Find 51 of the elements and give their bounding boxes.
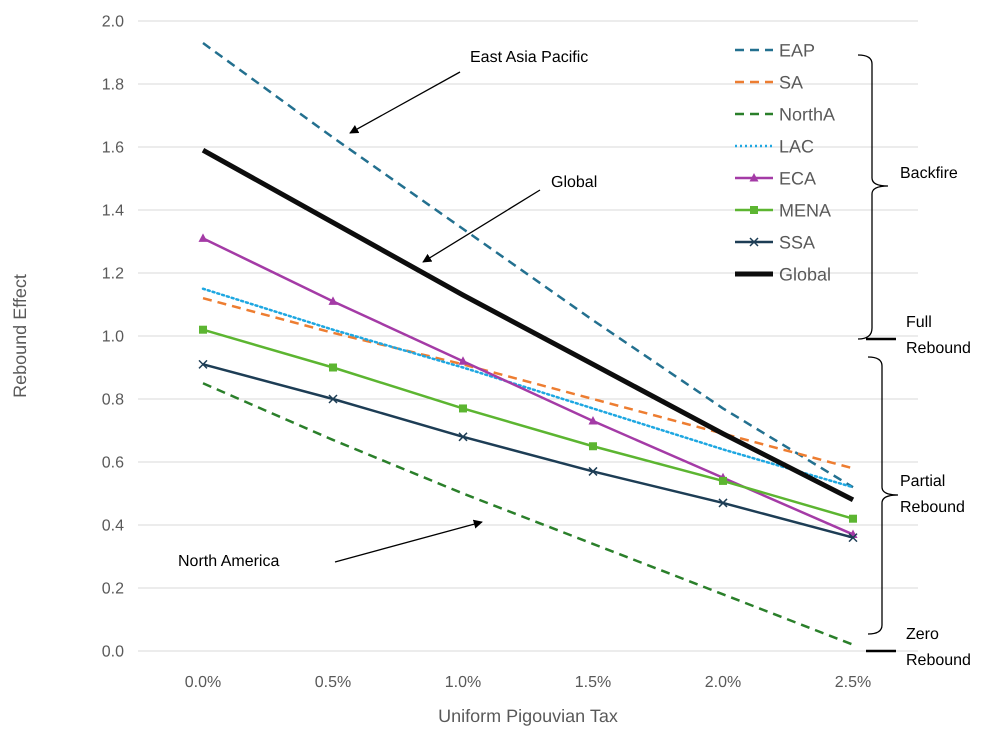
line-series [202,42,854,488]
point [328,394,338,404]
point [588,416,598,425]
y-tick-label: 1.8 [102,76,124,94]
legend-label: MENA [779,200,832,220]
point [589,442,597,450]
y-tick-label: 0.6 [102,454,124,472]
x-tick-label: 2.0% [704,674,742,691]
annotation: North America [178,553,280,570]
point [198,360,208,370]
point [848,532,858,542]
legend-label: SA [779,72,804,92]
point [459,404,467,412]
y-tick-label: 0.2 [102,580,124,598]
y-tick-label: 2.0 [102,14,124,31]
y-tick-label: 0.8 [102,392,124,409]
point [458,432,468,442]
legend-label: Global [779,264,832,284]
x-tick-label: 2.5% [834,674,872,691]
annotation: East Asia Pacific [470,49,588,66]
legend-label: NorthA [779,104,836,124]
y-axis-title: Rebound Effect [10,274,30,398]
point [458,356,468,365]
y-tick-label: 1.6 [102,140,124,157]
y-tick-label: 1.4 [102,202,124,220]
x-tick-label: 1.5% [574,674,612,691]
annotation: Zero Rebound [906,626,971,669]
point [849,514,857,523]
y-tick-label: 1.0 [102,328,124,346]
annotation: Partial Rebound [900,473,965,516]
legend-label: LAC [779,136,814,156]
x-tick-label: 0.0% [184,674,222,691]
y-tick-label: 0.0 [102,644,124,661]
y-tick-label: 0.4 [102,518,124,535]
y-tick-label: 1.2 [102,266,124,283]
point [328,296,338,305]
point [719,476,727,485]
point [588,466,598,476]
legend-label: ECA [779,168,816,188]
annotation: Full Rebound [906,314,971,357]
x-tick-label: 1.0% [444,674,482,691]
legend-label: EAP [779,40,816,60]
x-axis-title: Uniform Pigouvian Tax [438,706,618,726]
point [718,498,728,508]
point [329,364,337,372]
x-tick-label: 0.5% [314,674,352,691]
point [198,233,208,242]
annotation: Global [551,174,598,191]
legend-label: SSA [779,232,816,252]
point [199,326,207,334]
annotation: Backfire [900,165,958,182]
